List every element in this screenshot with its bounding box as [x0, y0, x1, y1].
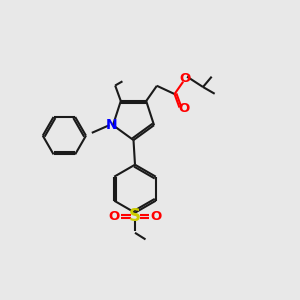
Text: S: S	[129, 207, 141, 225]
Text: O: O	[150, 210, 161, 223]
Text: O: O	[109, 210, 120, 223]
Text: N: N	[106, 118, 117, 132]
Text: O: O	[179, 72, 191, 85]
Text: O: O	[178, 102, 190, 115]
